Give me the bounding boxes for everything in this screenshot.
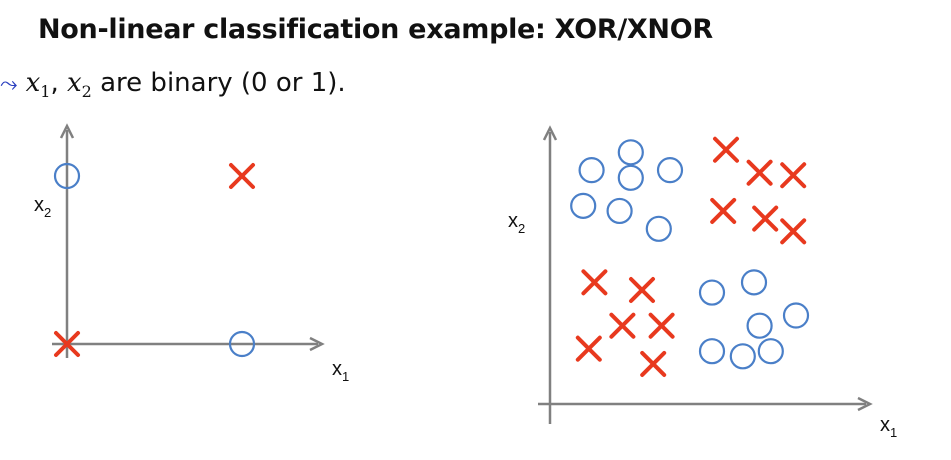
chart2-x-mark-2 xyxy=(780,162,807,189)
chart2-x-mark-3 xyxy=(710,197,737,224)
slide-title: Non-linear classification example: XOR/X… xyxy=(38,14,713,45)
chart2-o-mark-6 xyxy=(645,215,672,242)
chart2-o-mark-5 xyxy=(606,197,633,225)
chart2-x-mark-10 xyxy=(575,335,602,362)
chart2-x-arrowhead xyxy=(857,396,873,412)
chart2-x-mark-7 xyxy=(629,277,655,303)
pen-arrow-icon: ⤳ xyxy=(0,72,18,97)
chart1-o-mark-0 xyxy=(53,162,81,190)
chart-xor-scatter: x2 x1 xyxy=(508,125,897,440)
subtitle-line: ⤳ x1, x2 are binary (0 or 1). xyxy=(0,68,346,101)
var-separator: , xyxy=(50,68,67,98)
chart1-o-mark-1 xyxy=(228,330,256,358)
chart2-o-mark-12 xyxy=(729,343,756,370)
chart2-o-mark-4 xyxy=(570,192,597,219)
chart2-o-mark-11 xyxy=(698,338,726,365)
chart2-o-mark-13 xyxy=(757,338,784,365)
var-x2: x2 xyxy=(67,68,92,102)
chart2-x-mark-8 xyxy=(609,312,636,339)
chart2-o-mark-8 xyxy=(740,269,768,296)
var-x1: x1 xyxy=(25,68,51,102)
chart2-x-mark-6 xyxy=(581,269,608,296)
chart2-x-mark-5 xyxy=(780,218,807,245)
chart1-y-arrowhead xyxy=(59,123,75,139)
subtitle-text: are binary (0 or 1). xyxy=(91,68,346,98)
chart2-x-mark-9 xyxy=(648,312,675,339)
chart1-y-label: x2 xyxy=(34,194,51,220)
chart2-o-mark-3 xyxy=(656,157,684,184)
chart2-x-mark-4 xyxy=(752,205,779,232)
chart2-o-mark-9 xyxy=(746,312,773,339)
chart2-y-label: x2 xyxy=(508,210,525,236)
chart1-x-mark-0 xyxy=(54,331,80,357)
chart2-o-mark-7 xyxy=(698,279,726,306)
chart2-o-mark-10 xyxy=(782,302,810,329)
chart1-x-arrowhead xyxy=(309,336,325,352)
chart2-o-mark-2 xyxy=(617,164,644,191)
chart2-y-arrowhead xyxy=(542,125,558,141)
chart2-o-mark-0 xyxy=(617,139,644,166)
chart2-x-mark-0 xyxy=(713,136,739,163)
chart2-x-mark-11 xyxy=(640,350,667,377)
chart1-x-label: x1 xyxy=(332,358,349,384)
chart2-x-label: x1 xyxy=(880,414,897,440)
chart1-x-mark-1 xyxy=(229,163,255,189)
chart2-x-mark-1 xyxy=(746,159,773,186)
chart-xor-points: x2 x1 xyxy=(34,123,349,384)
chart2-o-mark-1 xyxy=(578,157,605,184)
